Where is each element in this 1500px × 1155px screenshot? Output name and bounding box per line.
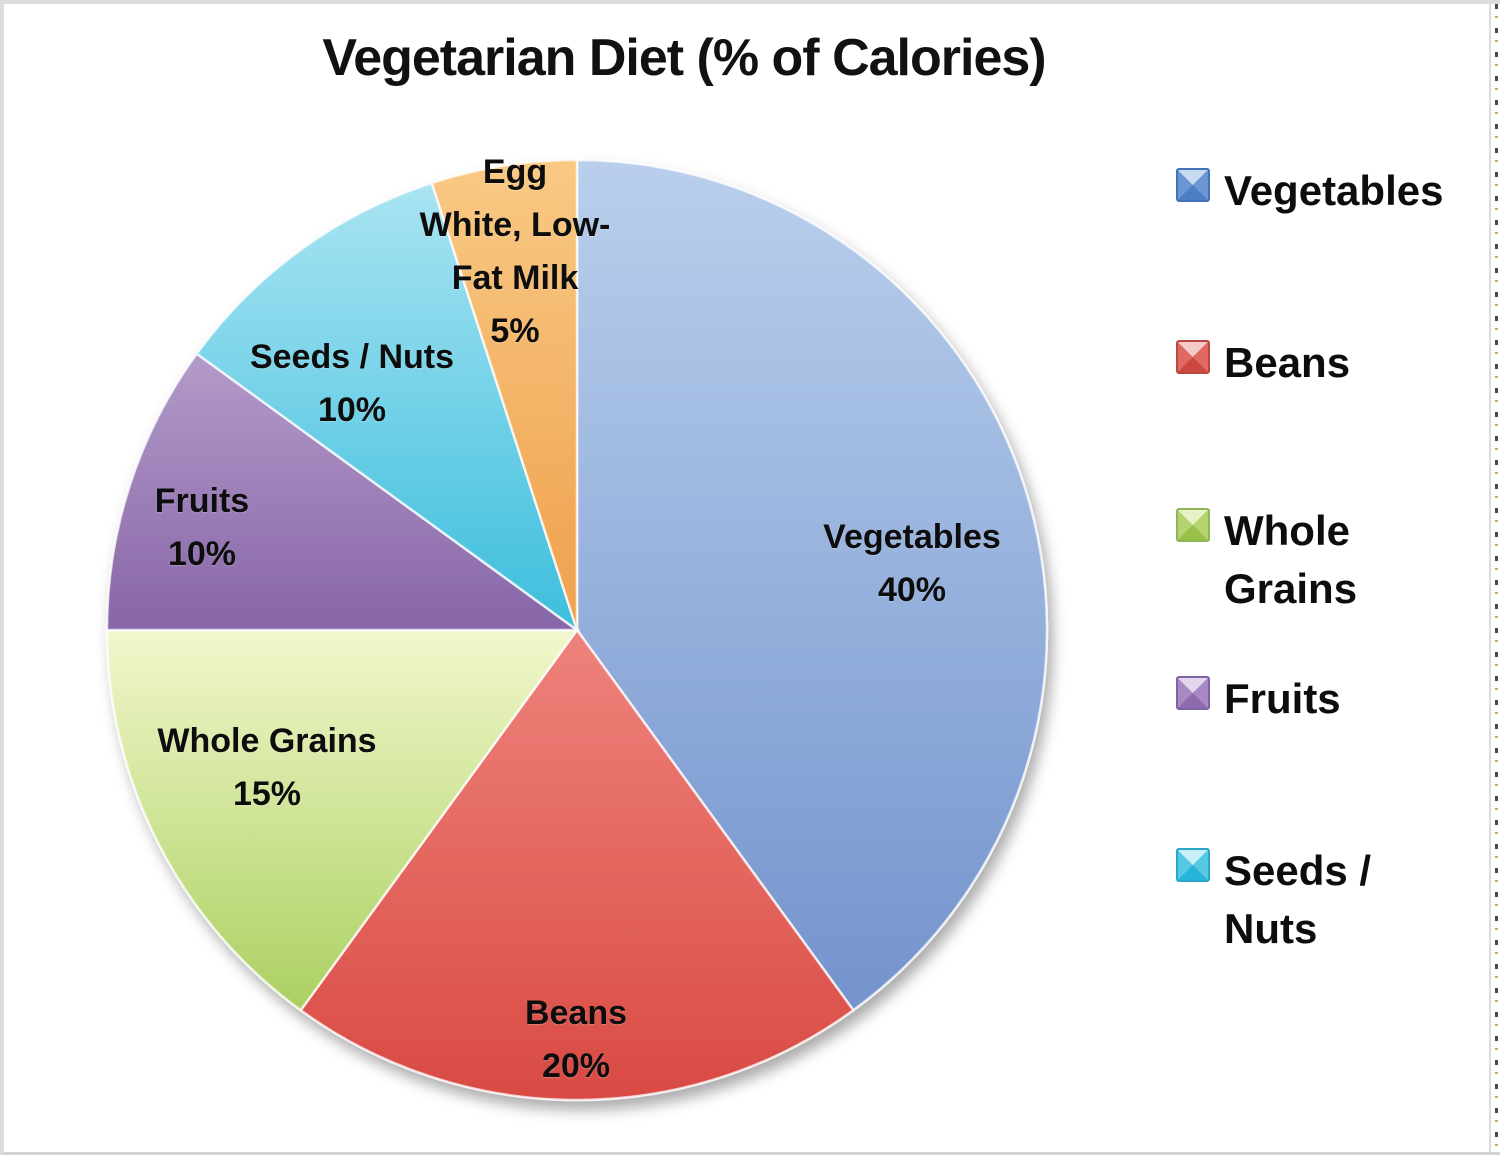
- slice-label-line: 20%: [541, 1047, 611, 1085]
- legend-label: Vegetables: [1224, 167, 1444, 214]
- slice-label-line: Vegetables: [823, 518, 1001, 556]
- slice-label-line: Egg: [482, 153, 548, 191]
- slice-label-whole-grains: Whole Grains 15%: [157, 715, 376, 821]
- legend-label: Beans: [1224, 339, 1351, 386]
- pie-chart-svg[interactable]: [4, 4, 1500, 1155]
- slice-label-line: Seeds / Nuts: [249, 338, 455, 376]
- slice-label-line: Whole Grains: [157, 722, 377, 760]
- slice-label-line: Fat Milk: [451, 259, 579, 297]
- slice-label-beans: Beans 20%: [525, 987, 627, 1093]
- slice-label-line: 40%: [877, 571, 947, 609]
- legend-label: Seeds /: [1224, 847, 1372, 894]
- legend-swatch-whole-grains-icon: [1176, 508, 1210, 542]
- legend-label: Nuts: [1224, 905, 1318, 952]
- legend-item-vegetables[interactable]: Vegetables: [1176, 162, 1443, 220]
- legend-item-fruits[interactable]: Fruits: [1176, 670, 1341, 728]
- pie-slice-egg-white-low-fat-milk[interactable]: [430, 158, 579, 631]
- legend-label: Grains: [1224, 565, 1358, 612]
- slice-label-line: 5%: [490, 312, 540, 350]
- legend-swatch-seeds-nuts-icon: [1176, 848, 1210, 882]
- legend-swatch-beans-icon: [1176, 340, 1210, 374]
- chart-title: Vegetarian Diet (% of Calories): [322, 29, 1046, 87]
- slice-label-fruits: Fruits 10%: [155, 475, 249, 581]
- pie-slice-whole-grains[interactable]: [105, 628, 580, 1012]
- slice-label-line: Beans: [524, 994, 628, 1032]
- legend-item-seeds-nuts[interactable]: Seeds / Nuts: [1176, 842, 1371, 958]
- slice-label-line: 10%: [167, 535, 237, 573]
- chart-right-border: [1489, 4, 1491, 1152]
- pie-slice-beans[interactable]: [298, 627, 856, 1102]
- legend-swatch-fruits-icon: [1176, 676, 1210, 710]
- slice-label-line: Fruits: [154, 482, 250, 520]
- legend-item-whole-grains[interactable]: Whole Grains: [1176, 502, 1357, 618]
- legend-label: Whole: [1224, 507, 1350, 554]
- legend-swatch-vegetables-icon: [1176, 168, 1210, 202]
- legend-label: Fruits: [1224, 675, 1341, 722]
- pie-slice-vegetables[interactable]: [575, 158, 1049, 1012]
- slice-label-line: White, Low-: [419, 206, 611, 244]
- slice-label-line: 15%: [232, 775, 302, 813]
- slice-label-line: 10%: [317, 391, 387, 429]
- slice-label-vegetables: Vegetables 40%: [823, 511, 1001, 617]
- pie-slice-fruits[interactable]: [105, 351, 581, 632]
- pie-slice-seeds-nuts[interactable]: [195, 181, 580, 634]
- slice-label-egg-white-milk: Egg White, Low- Fat Milk 5%: [420, 146, 611, 358]
- page-break-dashed-line: [1495, 4, 1498, 1152]
- slice-label-seeds-nuts: Seeds / Nuts 10%: [250, 331, 454, 437]
- legend-item-beans[interactable]: Beans: [1176, 334, 1350, 392]
